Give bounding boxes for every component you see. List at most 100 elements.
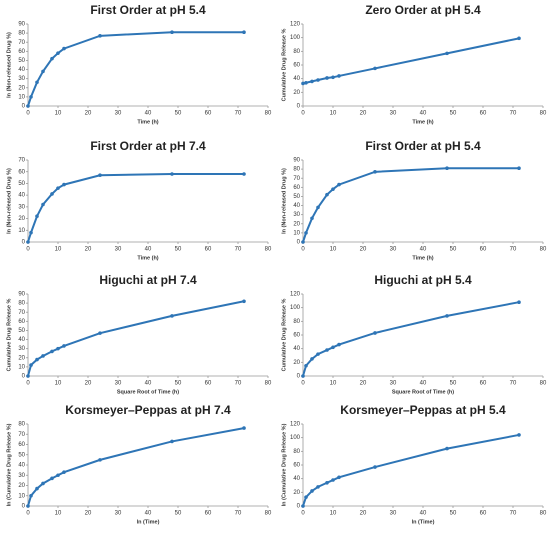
data-point: [62, 46, 66, 51]
y-axis-label: Cumulative Drug Release %: [281, 29, 287, 102]
y-tick-label: 0: [297, 374, 301, 380]
x-tick-label: 70: [510, 111, 517, 117]
data-point: [310, 216, 314, 221]
x-axis-label: Square Root of Time (h): [392, 389, 454, 395]
x-tick-label: 40: [145, 511, 152, 517]
data-point: [373, 170, 377, 174]
x-tick-label: 10: [55, 247, 62, 253]
y-tick-label: 90: [18, 22, 25, 28]
x-tick-label: 30: [390, 111, 397, 117]
y-tick-label: 0: [297, 504, 301, 510]
x-tick-label: 10: [55, 111, 62, 117]
data-point: [316, 78, 320, 82]
y-tick-label: 90: [18, 292, 25, 298]
x-tick-label: 10: [330, 381, 337, 387]
x-tick-label: 70: [510, 381, 517, 387]
x-tick-label: 20: [85, 381, 92, 387]
y-tick-label: 40: [18, 463, 25, 469]
y-tick-label: 40: [293, 203, 300, 209]
y-tick-label: 50: [293, 194, 300, 200]
data-point: [41, 354, 45, 358]
y-tick-label: 10: [18, 94, 25, 100]
chart-title: First Order at pH 7.4: [90, 139, 206, 153]
data-line: [27, 173, 244, 243]
y-tick-label: 120: [290, 292, 301, 298]
x-tick-label: 50: [450, 247, 457, 253]
data-point: [41, 69, 45, 74]
data-point: [331, 345, 335, 350]
data-point: [56, 51, 60, 55]
data-point: [301, 374, 305, 378]
x-tick-label: 80: [540, 111, 547, 117]
x-axis-label: Time (h): [137, 119, 158, 125]
data-point: [170, 439, 174, 444]
y-tick-label: 80: [293, 167, 300, 173]
data-point: [242, 172, 246, 176]
y-tick-label: 30: [18, 204, 25, 210]
data-point: [310, 357, 314, 361]
data-point: [337, 74, 341, 78]
y-tick-label: 60: [293, 185, 300, 191]
x-tick-label: 40: [420, 381, 427, 387]
x-tick-label: 70: [510, 511, 517, 517]
y-tick-label: 60: [293, 463, 300, 469]
x-tick-label: 0: [26, 511, 30, 517]
data-point: [445, 446, 449, 451]
data-point: [325, 348, 329, 352]
data-point: [373, 331, 377, 335]
x-tick-label: 60: [205, 111, 212, 117]
x-tick-label: 40: [420, 247, 427, 253]
data-point: [373, 66, 377, 71]
data-point: [56, 186, 60, 190]
data-point: [310, 489, 314, 493]
data-point: [316, 352, 320, 356]
x-tick-label: 40: [145, 247, 152, 253]
data-point: [316, 485, 320, 489]
y-tick-label: 80: [18, 31, 25, 37]
data-point: [50, 192, 54, 196]
y-tick-label: 30: [293, 212, 300, 218]
y-tick-label: 30: [18, 76, 25, 82]
data-point: [445, 51, 449, 56]
y-tick-label: 50: [18, 328, 25, 334]
y-tick-label: 60: [293, 63, 300, 69]
y-tick-label: 80: [293, 449, 300, 455]
data-point: [41, 202, 45, 207]
x-tick-label: 20: [360, 381, 367, 387]
y-tick-label: 0: [22, 104, 26, 110]
data-point: [517, 166, 521, 170]
data-point: [445, 166, 449, 170]
y-axis-label: Cumulative Drug Release %: [281, 299, 287, 372]
x-tick-label: 20: [85, 247, 92, 253]
data-point: [301, 81, 305, 86]
data-line: [302, 37, 520, 85]
data-point: [517, 36, 521, 41]
chart-title: Korsmeyer–Peppas at pH 7.4: [65, 403, 231, 417]
y-tick-label: 20: [293, 490, 300, 496]
data-point: [337, 475, 341, 480]
y-tick-label: 0: [297, 104, 301, 110]
data-point: [170, 30, 174, 34]
data-line: [27, 31, 244, 107]
x-tick-label: 80: [265, 511, 272, 517]
y-axis-label: ln (Cumulative Drug Release %): [6, 423, 12, 506]
x-tick-label: 20: [360, 511, 367, 517]
x-axis-label: ln (Time): [412, 519, 435, 525]
y-tick-label: 70: [18, 40, 25, 46]
chart-title: Zero Order at pH 5.4: [365, 3, 481, 17]
y-tick-label: 20: [18, 355, 25, 361]
x-tick-label: 70: [235, 511, 242, 517]
data-point: [26, 374, 30, 378]
x-tick-label: 80: [265, 247, 272, 253]
y-tick-label: 0: [22, 240, 26, 246]
x-tick-label: 0: [301, 247, 305, 253]
y-tick-label: 60: [293, 333, 300, 339]
y-tick-label: 60: [18, 442, 25, 448]
x-tick-label: 30: [115, 247, 122, 253]
data-point: [331, 187, 335, 191]
x-tick-label: 50: [175, 381, 182, 387]
y-tick-label: 100: [290, 35, 301, 41]
x-tick-label: 70: [235, 247, 242, 253]
data-line: [27, 427, 245, 507]
y-tick-label: 120: [290, 422, 301, 428]
